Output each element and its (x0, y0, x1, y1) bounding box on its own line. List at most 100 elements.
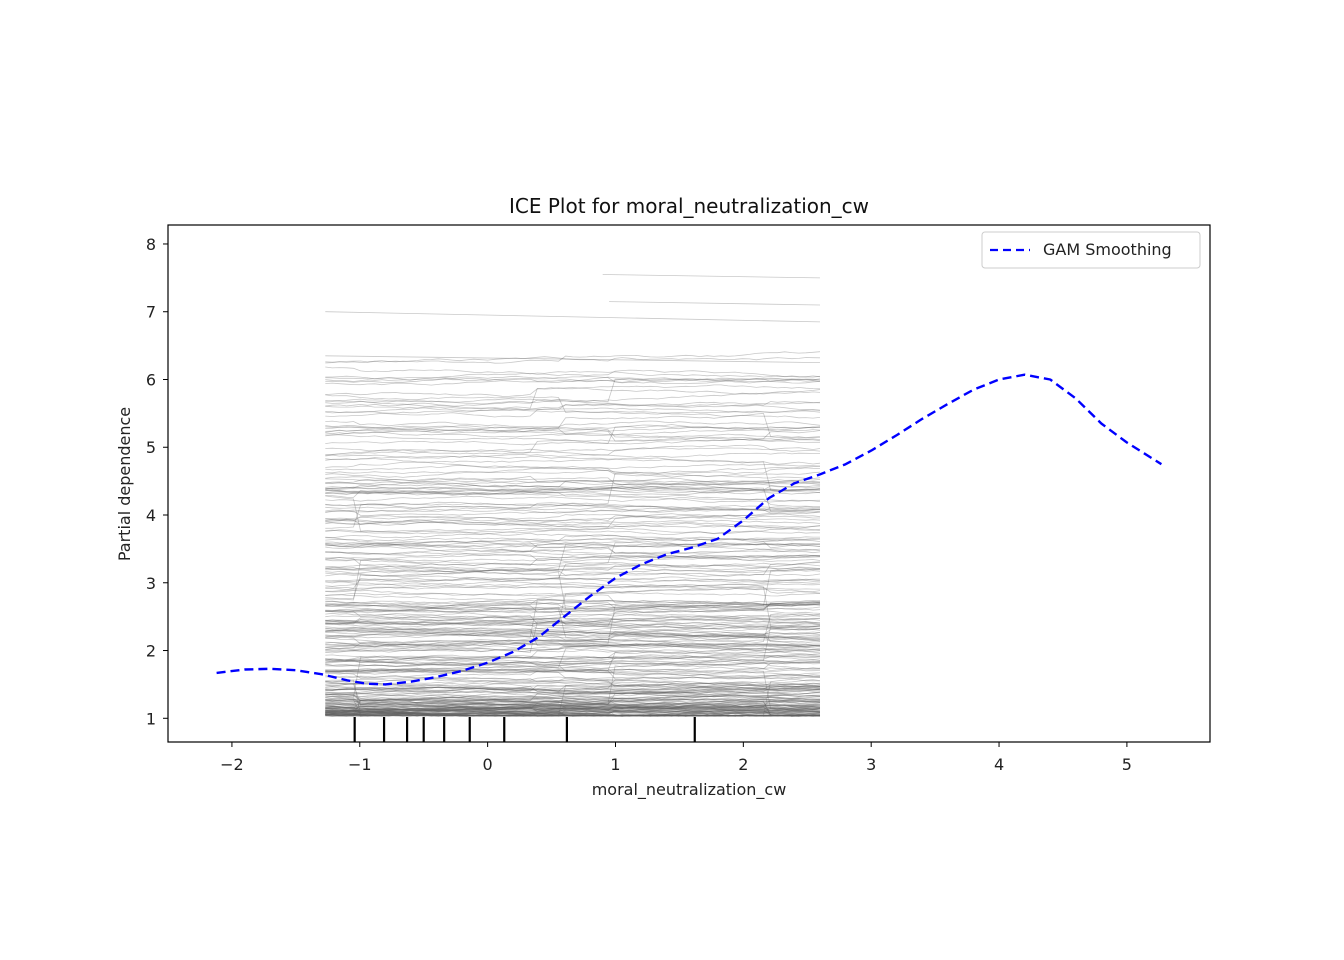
ice-curve (325, 644, 821, 654)
ice-curve (325, 700, 821, 717)
ice-curve (325, 712, 821, 717)
ice-curve (325, 540, 821, 552)
ice-curve (325, 706, 821, 714)
ice-curve (325, 667, 821, 680)
ice-curve (325, 684, 821, 692)
ice-curve (325, 587, 820, 625)
ice-curve (325, 532, 821, 542)
ice-curve (325, 712, 821, 717)
ice-curve (325, 704, 821, 713)
ice-curve (325, 401, 821, 414)
ice-curve (325, 671, 821, 688)
ice-curve (325, 710, 821, 717)
x-tick-label: 2 (738, 755, 748, 774)
ice-curve (325, 600, 821, 613)
ice-curve (325, 712, 821, 717)
ice-curve (325, 635, 821, 644)
ice-curve (325, 394, 821, 415)
ice-curve (325, 697, 821, 709)
ice-curve (325, 311, 821, 323)
ice-curve (325, 602, 821, 610)
ice-curve (325, 584, 821, 594)
ice-curve (325, 699, 821, 708)
ice-curve (325, 612, 821, 632)
ice-curve (325, 542, 821, 555)
ice-curve (325, 690, 821, 701)
ice-curve (325, 653, 821, 661)
ice-curve (325, 591, 821, 597)
ice-curve (325, 447, 821, 461)
ice-curve (325, 679, 821, 717)
ice-curve (325, 606, 821, 628)
ice-curve (325, 611, 821, 622)
ice-curve (325, 682, 821, 691)
ice-curve (325, 501, 821, 529)
ice-curve (325, 487, 821, 493)
ice-curve (325, 513, 821, 526)
ice-curve (325, 541, 821, 548)
ice-curve (325, 682, 821, 717)
ice-curve (325, 706, 821, 717)
ice-curve (325, 706, 821, 713)
ice-curve (325, 686, 821, 695)
y-tick-label: 3 (146, 574, 156, 593)
ice-curve (325, 625, 821, 632)
x-tick-label: −1 (348, 755, 372, 774)
ice-curve (325, 489, 821, 503)
ice-curve (325, 478, 821, 492)
ice-curve (325, 700, 821, 713)
ice-curve (325, 613, 821, 624)
ice-curve (325, 705, 821, 717)
ice-curve (325, 477, 821, 486)
ice-curve (325, 707, 821, 717)
ice-curve (325, 694, 821, 702)
ice-curve (325, 654, 821, 664)
rug-ticks (353, 717, 696, 742)
ice-curve (325, 712, 821, 717)
y-tick-label: 6 (146, 370, 156, 389)
ice-curve (325, 625, 821, 668)
ice-curve (325, 705, 821, 717)
ice-curve (325, 562, 821, 574)
ice-curve (325, 527, 821, 535)
ice-curve (325, 632, 821, 646)
ice-curve (325, 706, 821, 714)
ice-curve (325, 557, 821, 574)
y-tick-label: 7 (146, 303, 156, 322)
ice-curve (325, 706, 821, 714)
ice-curve (325, 710, 821, 717)
ice-curve (325, 703, 821, 714)
ice-curve (325, 707, 821, 717)
ice-curve (325, 693, 821, 705)
ice-curve (325, 698, 820, 717)
ice-curve (325, 706, 821, 717)
ice-curve (325, 559, 821, 601)
ice-curve (325, 390, 821, 407)
ice-curve (325, 695, 821, 706)
ice-curve (325, 414, 821, 432)
ice-curve (325, 547, 821, 555)
legend-label-gam-smoothing: GAM Smoothing (1043, 240, 1172, 259)
ice-curve (325, 502, 821, 512)
ice-curve (325, 487, 821, 495)
ice-curve (325, 377, 821, 405)
ice-curve (325, 604, 821, 643)
ice-curve (325, 425, 821, 439)
ice-curve (325, 600, 821, 610)
ice-curve (325, 642, 820, 654)
ice-curve (325, 662, 821, 709)
ice-curve (325, 675, 821, 685)
x-tick-label: 4 (994, 755, 1004, 774)
ice-curve (325, 616, 821, 631)
legend: GAM Smoothing (981, 231, 1201, 269)
ice-curve (325, 648, 821, 662)
ice-curve (325, 602, 821, 614)
ice-curve (325, 428, 821, 442)
ice-curve (325, 692, 821, 699)
ice-curve (325, 461, 821, 470)
ice-curve (325, 620, 821, 627)
ice-curve (325, 707, 821, 715)
ice-curve (325, 704, 821, 711)
ice-curve (325, 713, 821, 717)
